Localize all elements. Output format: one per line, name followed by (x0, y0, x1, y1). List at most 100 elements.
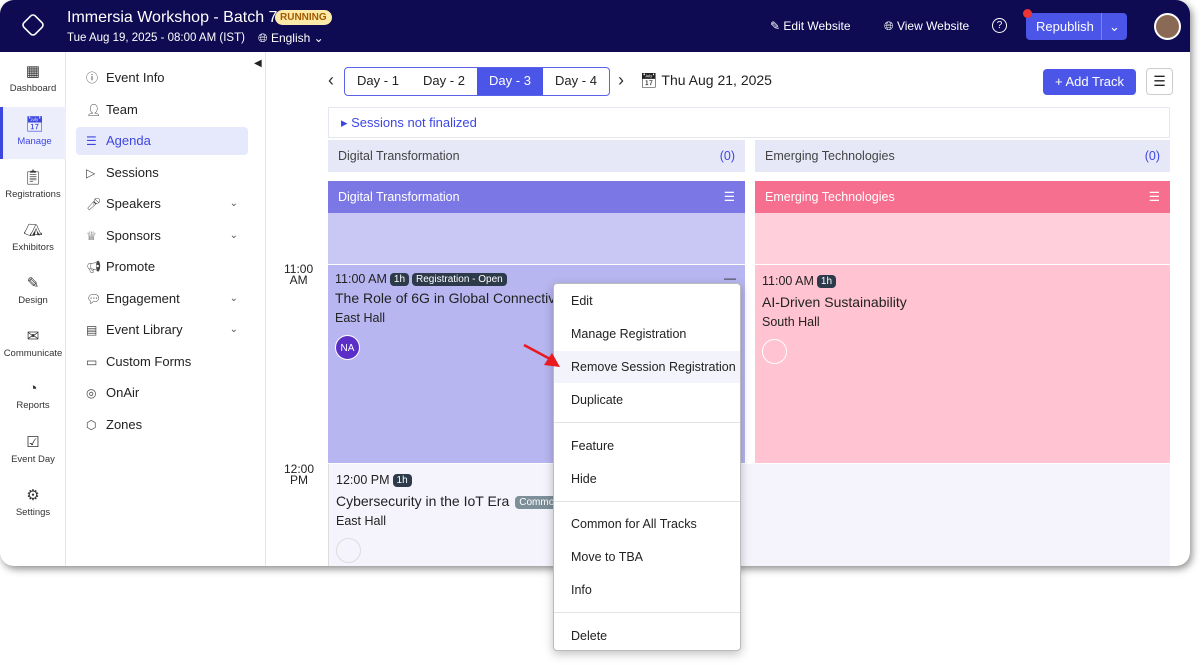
next-day-icon[interactable]: › (618, 70, 624, 90)
play-icon: ▷ (86, 166, 96, 180)
session-time: 11:00 AM (762, 274, 814, 288)
gear-icon: ⚙ (26, 487, 40, 504)
nav-promote[interactable]: 📢︎ Promote (76, 253, 248, 281)
tab-day-1[interactable]: Day - 1 (357, 73, 399, 88)
session-card[interactable]: 11:00 AM 1h AI-Driven Sustainability Sout… (755, 265, 1170, 463)
event-datetime: Tue Aug 19, 2025 - 08:00 AM (IST) (67, 32, 245, 44)
view-website-link[interactable]: 🌐︎ View Website (884, 19, 969, 34)
nav-team[interactable]: 👤︎ Team (76, 96, 248, 124)
nav-sponsors[interactable]: ♕ Sponsors ⌄ (76, 222, 248, 250)
collapse-sidebar-icon[interactable]: ◀ (254, 58, 262, 69)
calendar-check-icon: ☑ (26, 434, 40, 451)
menu-item-duplicate[interactable]: Duplicate (571, 393, 624, 407)
slot-empty[interactable] (328, 213, 745, 265)
menu-item-remove-session-registration[interactable]: Remove Session Registration (554, 351, 740, 383)
rail-registrations[interactable]: 📋︎ Registrations (0, 160, 66, 212)
chevron-down-icon[interactable]: ⌄ (1101, 13, 1127, 40)
prev-day-icon[interactable]: ‹ (328, 70, 334, 90)
plus-icon: + (1054, 74, 1066, 89)
nav-custom-forms[interactable]: ▭ Custom Forms (76, 348, 248, 376)
tab-day-3[interactable]: Day - 3 (477, 68, 543, 95)
speaker-avatar[interactable]: NA (335, 335, 360, 360)
track-name: Digital Transformation (338, 190, 460, 204)
nav-label: Promote (106, 259, 156, 274)
menu-item-manage-registration[interactable]: Manage Registration (571, 327, 687, 341)
speaker-avatar-empty[interactable] (762, 339, 787, 364)
menu-item-info[interactable]: Info (571, 583, 592, 597)
divider (554, 612, 740, 613)
language-label: English (270, 31, 311, 45)
tba-row-emerging[interactable]: Emerging Technologies (0) (755, 140, 1170, 172)
rail-reports[interactable]: ◔ Reports (0, 372, 66, 424)
menu-item-delete[interactable]: Delete (571, 629, 608, 643)
menu-icon[interactable]: ☰ (1146, 68, 1173, 95)
menu-item-hide[interactable]: Hide (571, 472, 597, 486)
form-icon: ▭ (86, 355, 98, 369)
track-menu-icon[interactable]: ☰ (1148, 190, 1160, 204)
red-arrow-annotation (523, 343, 560, 367)
context-menu: Edit Manage Registration Remove Session … (553, 283, 741, 651)
clipboard-icon: 📋︎ (23, 169, 43, 186)
republish-button[interactable]: Republish ⌄ (1026, 13, 1127, 40)
chevron-down-icon: ⌄ (229, 293, 238, 304)
app-window: Immersia Workshop - Batch 7 RUNNING Tue … (0, 0, 1190, 566)
nav-sessions[interactable]: ▷ Sessions (76, 159, 248, 187)
nav-label: OnAir (106, 385, 140, 400)
tab-day-4[interactable]: Day - 4 (555, 73, 597, 88)
session-title: AI-Driven Sustainability (762, 294, 907, 310)
rail-label: Dashboard (9, 83, 57, 94)
agenda-icon: ☰ (86, 134, 97, 148)
sessions-not-finalized-toggle[interactable]: ▸ Sessions not finalized (328, 107, 1170, 138)
language-selector[interactable]: 🌐︎ English ⌄ (258, 31, 324, 46)
menu-item-feature[interactable]: Feature (571, 439, 615, 453)
rail-dashboard[interactable]: ▦ Dashboard (0, 54, 66, 106)
nav-onair[interactable]: ◎ OnAir (76, 379, 248, 407)
track-menu-icon[interactable]: ☰ (723, 190, 735, 204)
rail-design[interactable]: ✎ Design (0, 266, 66, 318)
rail-event-day[interactable]: ☑ Event Day (0, 425, 66, 477)
nav-event-info[interactable]: ⓘ Event Info (76, 64, 248, 92)
calendar-gear-icon: 📅︎ (24, 116, 45, 133)
edit-website-link[interactable]: ✎ Edit Website (770, 19, 851, 33)
tba-row-digital[interactable]: Digital Transformation (0) (328, 140, 745, 172)
rail-exhibitors[interactable]: ⛺︎ Exhibitors (0, 213, 66, 265)
nav-engagement[interactable]: 💬︎ Engagement ⌄ (76, 285, 248, 313)
session-time: 12:00 PM (336, 473, 390, 487)
nav-zones[interactable]: ⬡ Zones (76, 411, 248, 439)
rail-label: Communicate (3, 348, 63, 359)
team-icon: 👤︎ (86, 103, 102, 117)
sponsor-icon: ♕ (86, 229, 97, 243)
nav-label: Event Info (106, 70, 165, 85)
rail-manage[interactable]: 📅︎ Manage (0, 107, 66, 159)
library-icon: ▤ (86, 323, 98, 337)
divider (554, 501, 740, 502)
session-card[interactable]: 12:00 PM 1h Cybersecurity in the IoT Era C… (328, 464, 1170, 566)
booth-icon: ⛺︎ (23, 222, 43, 239)
menu-item-common-for-all-tracks[interactable]: Common for All Tracks (571, 517, 697, 531)
duration-badge: 1h (816, 275, 837, 288)
session-location: East Hall (335, 311, 386, 325)
nav-label: Zones (106, 417, 143, 432)
add-track-button[interactable]: + Add Track (1043, 69, 1136, 95)
avatar[interactable] (1154, 13, 1181, 40)
slot-empty[interactable] (755, 213, 1170, 265)
help-icon[interactable]: ? (992, 18, 1007, 33)
nav-label: Speakers (106, 196, 161, 211)
menu-item-edit[interactable]: Edit (571, 294, 593, 308)
app-logo-icon[interactable] (20, 12, 46, 38)
rail-communicate[interactable]: ✉ Communicate (0, 319, 66, 371)
tab-day-2[interactable]: Day - 2 (423, 73, 465, 88)
time-label: 12:00 PM (284, 462, 315, 487)
speaker-avatar-empty[interactable] (336, 538, 361, 563)
nav-agenda[interactable]: ☰ Agenda (76, 127, 248, 155)
track-header-emerging[interactable]: Emerging Technologies ☰ (755, 181, 1170, 213)
menu-item-move-to-tba[interactable]: Move to TBA (571, 550, 644, 564)
nav-speakers[interactable]: 🎤︎ Speakers ⌄ (76, 190, 248, 218)
session-location: South Hall (762, 315, 820, 329)
session-menu-icon[interactable]: — (724, 271, 736, 285)
rail-settings[interactable]: ⚙ Settings (0, 478, 66, 530)
nav-event-library[interactable]: ▤ Event Library ⌄ (76, 316, 248, 344)
event-title: Immersia Workshop - Batch 7 (67, 9, 278, 26)
track-header-digital[interactable]: Digital Transformation ☰ (328, 181, 745, 213)
date-picker[interactable]: 📅︎ Thu Aug 21, 2025 (640, 72, 772, 89)
